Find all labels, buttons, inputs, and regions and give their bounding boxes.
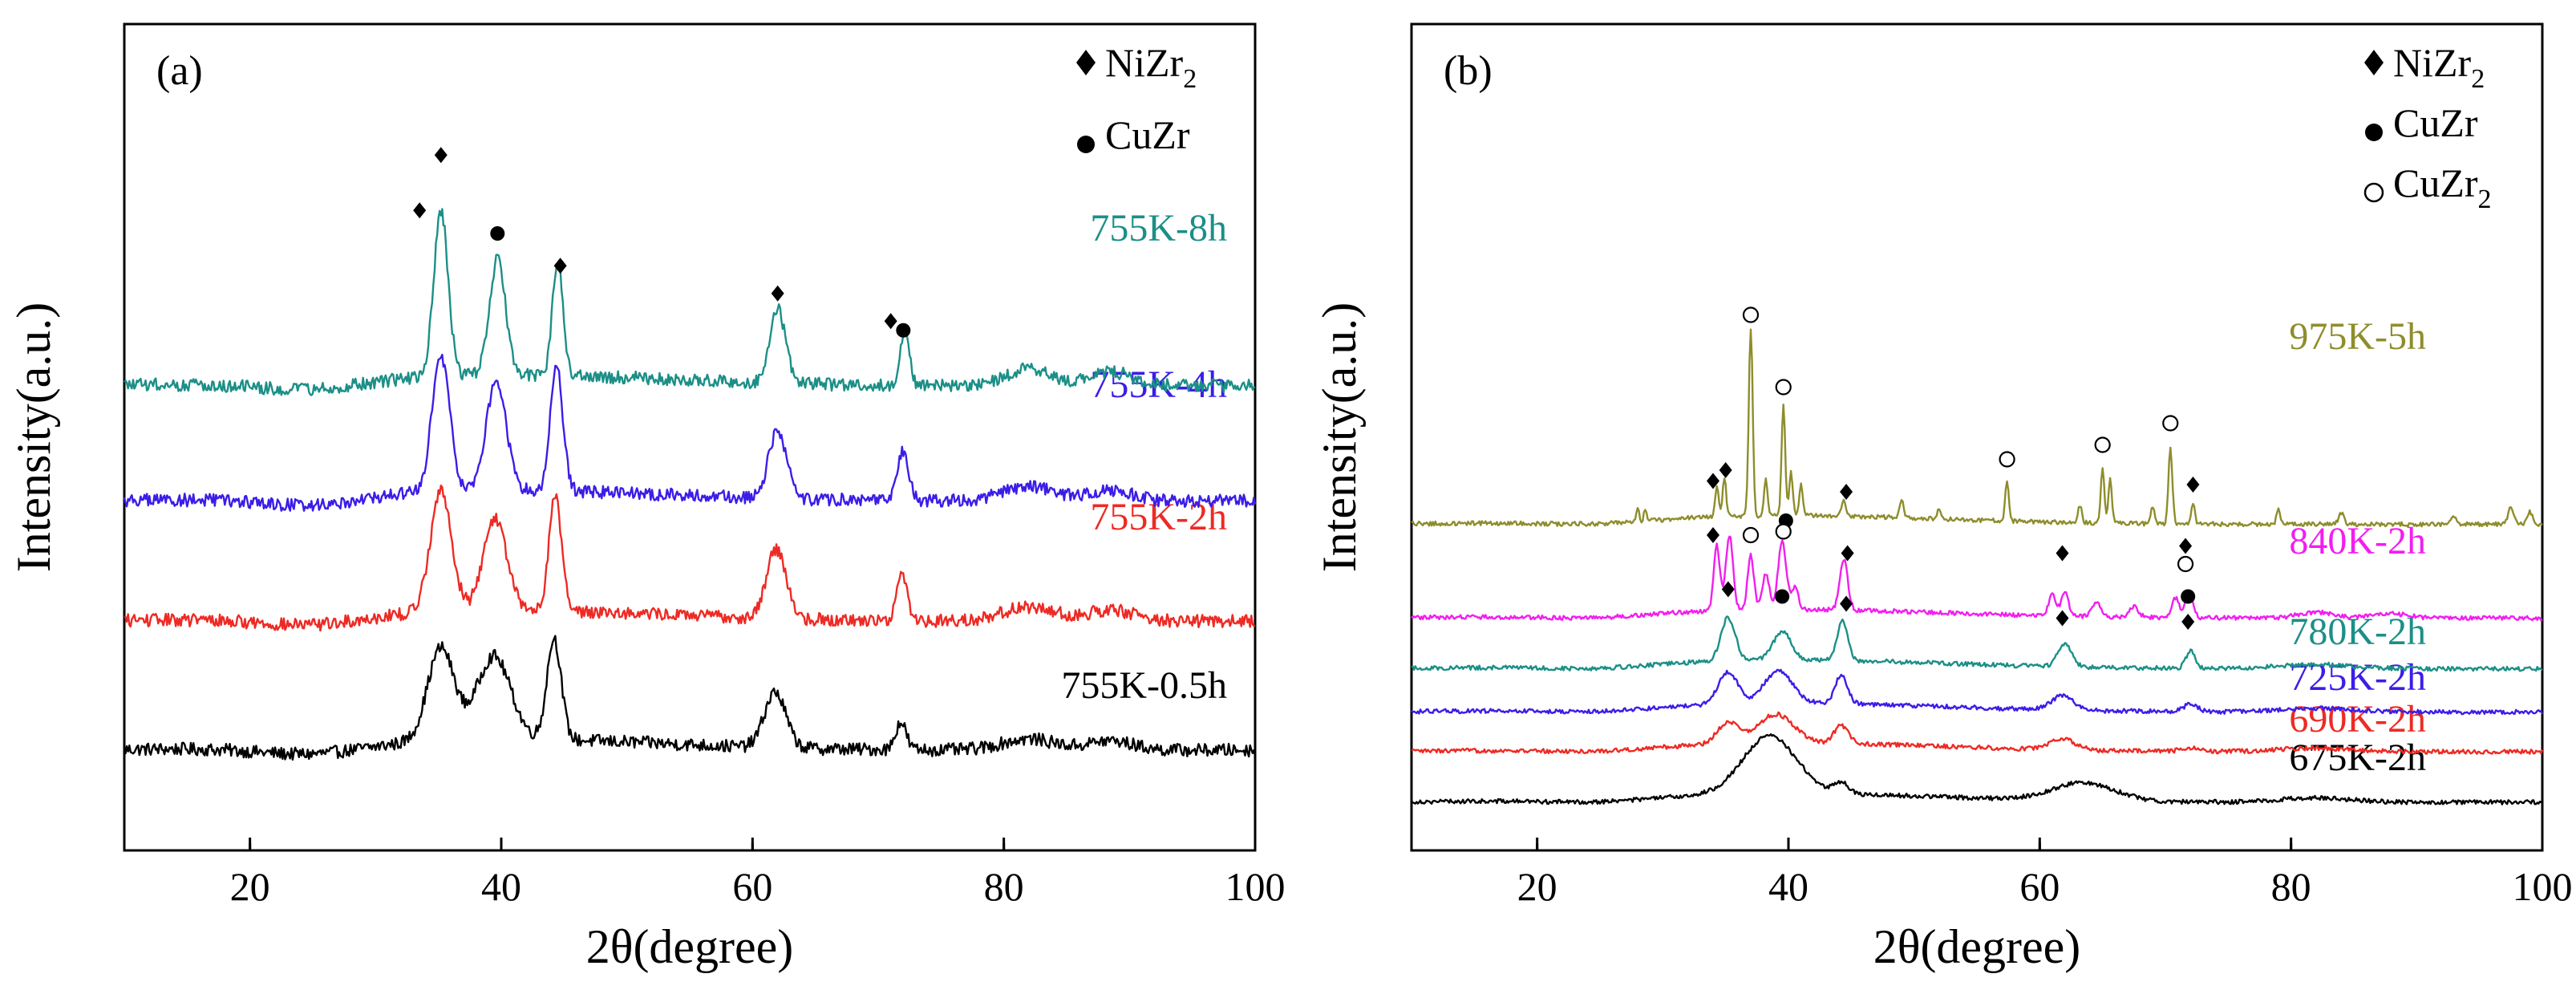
diamond-marker-icon: [884, 313, 897, 330]
panel-b: 20 40 60 80 100 675K-2h690K-2h725K-2h780K-2h…: [1313, 22, 2573, 973]
series-line-675K-2h: [1410, 733, 2543, 805]
open-circle-marker-icon: [2177, 555, 2194, 573]
diamond-marker-icon: [1707, 473, 1719, 489]
panel-a-frame: [123, 22, 1257, 852]
series-label-975K-5h: 975K-5h: [2289, 315, 2426, 358]
diamond-marker-icon: [1721, 581, 1735, 598]
panel-a-legend-label-0: NiZr2: [1105, 40, 1197, 94]
panel-a-legend-label-1: CuZr: [1105, 112, 1190, 157]
series-label-755K-8h: 755K-8h: [1090, 207, 1227, 250]
filled-circle-marker-icon: [2181, 589, 2196, 604]
panel-b-legend-label-2: CuZr2: [2393, 160, 2492, 214]
diamond-marker-icon: [1840, 595, 1853, 612]
diamond-marker-icon: [1707, 527, 1719, 543]
diamond-marker-icon: [2181, 614, 2195, 630]
diamond-marker-icon: [434, 147, 448, 164]
x-tick-label: 20: [230, 864, 270, 909]
series-line-975K-5h: [1411, 328, 2543, 528]
open-circle-marker-icon: [1775, 523, 1792, 540]
series-label-690K-2h: 690K-2h: [2289, 698, 2426, 741]
open-circle-marker-icon: [1999, 451, 2015, 468]
series-line-755K-2h: [124, 485, 1256, 632]
panel-b-y-axis-label: Intensity(a.u.): [1313, 302, 1366, 573]
series-line-725K-2h: [1411, 668, 2544, 716]
series-line-755K-4h: [123, 353, 1257, 512]
x-tick-label: 80: [2271, 864, 2311, 909]
panel-b-legend: NiZr2 CuZr CuZr2: [2363, 40, 2492, 214]
series-line-840K-2h: [1411, 535, 2543, 622]
legend-filled-circle-icon: [1077, 136, 1095, 153]
x-tick-label: 20: [1517, 864, 1557, 909]
filled-circle-marker-icon: [1775, 589, 1790, 604]
diamond-marker-icon: [2179, 538, 2193, 554]
open-circle-marker-icon: [2094, 436, 2111, 453]
open-circle-marker-icon: [2162, 415, 2179, 432]
series-line-755K-8h: [124, 208, 1256, 396]
x-tick-label: 60: [732, 864, 772, 909]
x-tick-label: 100: [1225, 864, 1286, 909]
open-circle-marker-icon: [1742, 306, 1760, 323]
diamond-marker-icon: [1719, 462, 1732, 478]
panel-a-markers: [413, 147, 911, 338]
panel-b-legend-label-1: CuZr: [2393, 100, 2478, 145]
open-circle-marker-icon: [1775, 379, 1792, 396]
panel-a: 20 40 60 80 100 755K-0.5h755K-2h755K-4h755K-…: [7, 22, 1286, 973]
x-tick-label: 40: [1768, 864, 1808, 909]
series-label-675K-2h: 675K-2h: [2289, 736, 2426, 779]
legend-filled-circle-icon: [2365, 124, 2383, 141]
diamond-marker-icon: [413, 202, 427, 219]
diamond-marker-icon: [1841, 545, 1854, 562]
x-tick-label: 100: [2513, 864, 2573, 909]
panel-b-x-axis-label: 2θ(degree): [1873, 920, 2081, 973]
filled-circle-marker-icon: [490, 226, 505, 241]
x-tick-label: 60: [2019, 864, 2060, 909]
panel-b-series: 675K-2h690K-2h725K-2h780K-2h840K-2h975K-…: [1410, 315, 2544, 805]
open-circle-marker-icon: [1742, 526, 1760, 544]
panel-b-x-ticks: 20 40 60 80 100: [1517, 838, 2573, 909]
diamond-marker-icon: [1840, 484, 1853, 500]
panel-b-legend-label-0: NiZr2: [2393, 40, 2485, 94]
panel-b-markers: [1707, 306, 2200, 630]
series-label-755K-0.5h: 755K-0.5h: [1061, 664, 1227, 707]
series-line-690K-2h: [1411, 711, 2544, 755]
diamond-marker-icon: [2056, 545, 2069, 562]
x-tick-label: 40: [481, 864, 521, 909]
diamond-marker-icon: [2186, 477, 2200, 493]
diamond-marker-icon: [553, 258, 567, 274]
legend-diamond-icon: [1076, 50, 1096, 75]
panel-a-x-ticks: 20 40 60 80 100: [230, 838, 1286, 909]
panel-a-label: (a): [156, 48, 203, 94]
series-label-725K-2h: 725K-2h: [2289, 656, 2426, 699]
series-line-780K-2h: [1411, 615, 2543, 672]
diamond-marker-icon: [771, 285, 784, 302]
panel-a-y-axis-label: Intensity(a.u.): [7, 302, 60, 573]
panel-a-x-axis-label: 2θ(degree): [586, 920, 794, 973]
legend-open-circle-icon: [2363, 182, 2384, 203]
panel-b-frame: [1410, 22, 2544, 852]
legend-diamond-icon: [2364, 50, 2384, 75]
panel-a-legend: NiZr2 CuZr: [1076, 40, 1197, 157]
diamond-marker-icon: [2056, 610, 2069, 627]
series-line-755K-0.5h: [123, 635, 1257, 761]
panel-b-label: (b): [1444, 48, 1493, 94]
x-tick-label: 80: [984, 864, 1024, 909]
filled-circle-marker-icon: [896, 323, 911, 338]
